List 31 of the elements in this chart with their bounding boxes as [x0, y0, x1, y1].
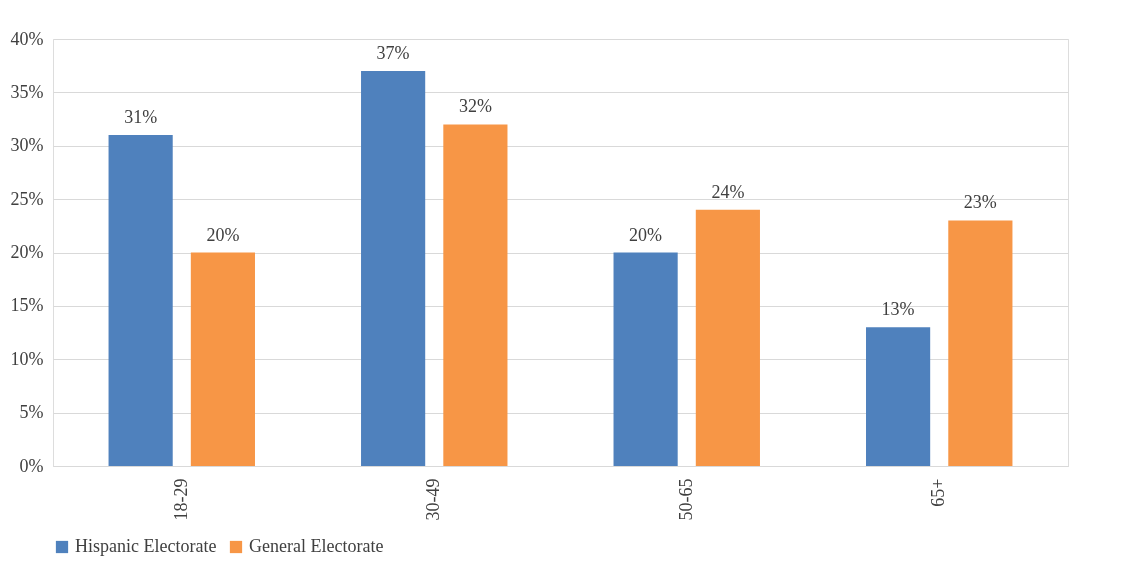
- y-tick-label: 5%: [19, 402, 44, 423]
- data-label: 24%: [711, 181, 745, 202]
- bar: [948, 220, 1013, 466]
- bar: [443, 124, 508, 466]
- x-tick-label: 18-29: [170, 478, 191, 521]
- legend-label: General Electorate: [249, 536, 384, 556]
- y-tick-label: 0%: [19, 455, 44, 476]
- data-label: 32%: [458, 96, 492, 117]
- x-tick-label: 65+: [928, 478, 949, 507]
- bar: [361, 71, 426, 466]
- y-tick-label: 25%: [10, 188, 44, 209]
- bar: [866, 327, 931, 466]
- data-label: 13%: [881, 299, 915, 320]
- data-label: 31%: [124, 107, 158, 128]
- y-tick-label: 30%: [10, 135, 44, 156]
- y-tick-label: 15%: [10, 295, 44, 316]
- bar: [613, 252, 678, 466]
- bar: [695, 209, 760, 466]
- y-tick-label: 20%: [10, 242, 44, 262]
- bar: [108, 135, 173, 466]
- x-tick-label: 30-49: [423, 478, 444, 521]
- x-tick-label: 50-65: [675, 478, 696, 521]
- data-label: 20%: [206, 224, 240, 245]
- y-tick-label: 40%: [10, 28, 44, 49]
- data-label: 20%: [629, 224, 663, 245]
- y-tick-label: 10%: [10, 348, 44, 369]
- y-tick-label: 35%: [10, 81, 44, 102]
- legend-label: Hispanic Electorate: [75, 536, 217, 556]
- data-label: 23%: [963, 192, 997, 213]
- data-label: 37%: [376, 43, 410, 64]
- bar: [190, 252, 255, 466]
